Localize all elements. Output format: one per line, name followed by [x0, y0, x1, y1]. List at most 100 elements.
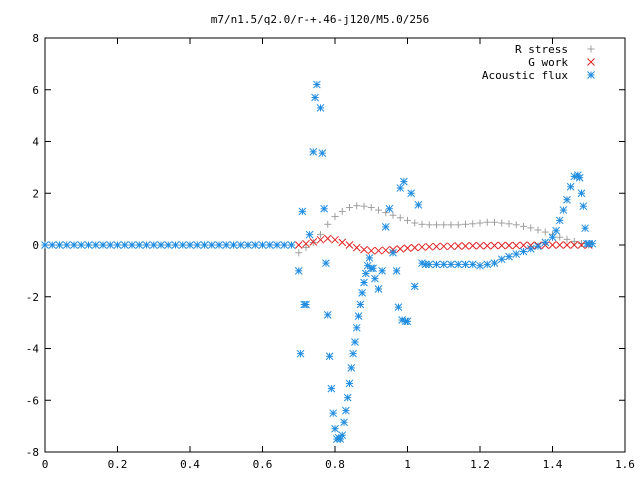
data-point — [318, 149, 327, 157]
data-point — [461, 260, 470, 269]
data-point — [403, 244, 412, 252]
data-point — [418, 220, 426, 228]
data-point — [403, 317, 412, 326]
data-point — [302, 239, 310, 248]
data-point — [374, 246, 383, 255]
data-point — [490, 259, 499, 267]
data-point — [378, 267, 386, 275]
data-point — [347, 364, 356, 372]
data-point — [296, 349, 305, 358]
data-point — [186, 241, 194, 249]
data-point — [394, 303, 403, 311]
data-point — [396, 245, 405, 253]
data-point — [579, 202, 588, 211]
data-point — [519, 241, 528, 250]
data-point — [346, 203, 353, 211]
data-point — [302, 300, 310, 309]
data-point — [375, 206, 382, 214]
data-point — [396, 184, 405, 192]
data-point — [534, 226, 542, 234]
data-point — [128, 241, 136, 249]
data-point — [512, 241, 521, 250]
data-point — [322, 259, 330, 267]
data-point — [178, 241, 187, 249]
data-point — [331, 235, 339, 244]
series-2 — [41, 80, 597, 443]
data-point — [294, 267, 303, 275]
data-point — [468, 260, 477, 269]
data-point — [356, 300, 365, 309]
x-tick-label: 0.6 — [253, 458, 273, 471]
data-point — [327, 384, 336, 393]
data-point — [476, 219, 484, 227]
data-point — [483, 241, 492, 250]
data-point — [588, 239, 597, 248]
data-point — [432, 260, 441, 269]
data-point — [483, 218, 491, 226]
data-point — [353, 202, 361, 210]
data-point — [439, 242, 448, 251]
data-point — [454, 242, 463, 250]
data-point — [548, 233, 557, 242]
data-point — [320, 204, 328, 213]
data-point — [541, 228, 549, 236]
data-point — [392, 267, 401, 275]
data-point — [476, 241, 484, 250]
data-point — [244, 241, 252, 249]
data-point — [352, 243, 361, 252]
data-point — [171, 241, 180, 249]
data-point — [497, 255, 506, 264]
data-point — [236, 241, 245, 249]
legend-marker — [587, 58, 595, 66]
x-tick-label: 1.6 — [615, 458, 635, 471]
data-point — [505, 241, 513, 250]
data-point — [342, 406, 350, 415]
data-point — [338, 431, 347, 440]
data-point — [193, 241, 202, 249]
series-0 — [295, 202, 593, 257]
data-point — [360, 278, 368, 287]
data-point — [563, 241, 571, 249]
data-point — [91, 241, 100, 249]
data-point — [354, 312, 363, 321]
axes: 0 0.2 0.4 0.6 0.8 1 1.2 1.4 1.6 -8 -6 -4 -2 0 2 4 6 8 — [26, 32, 635, 471]
data-point — [381, 246, 390, 255]
data-point — [207, 241, 216, 249]
data-point — [313, 80, 321, 89]
data-point — [512, 250, 521, 258]
data-point — [309, 238, 318, 246]
data-point — [425, 260, 434, 269]
data-point — [534, 242, 542, 251]
data-point — [575, 173, 584, 182]
data-point — [323, 234, 332, 243]
data-point — [490, 241, 499, 250]
data-point — [55, 241, 64, 249]
data-point — [385, 204, 394, 213]
data-point — [425, 221, 433, 229]
data-point — [563, 195, 571, 204]
data-point — [106, 241, 115, 249]
data-point — [323, 311, 332, 319]
data-point — [345, 241, 354, 249]
data-point — [559, 206, 568, 214]
data-point — [447, 242, 455, 251]
y-tick-label: 6 — [32, 84, 39, 97]
data-point — [432, 242, 441, 251]
data-point — [570, 241, 579, 249]
series-1 — [294, 234, 593, 255]
data-point — [295, 249, 303, 257]
data-point — [566, 182, 575, 191]
data-point — [265, 241, 274, 249]
data-point — [497, 241, 506, 250]
data-point — [556, 233, 564, 241]
data-point — [280, 241, 289, 249]
data-point — [447, 221, 455, 229]
y-tick-label: 2 — [32, 187, 39, 200]
data-point — [77, 241, 86, 249]
data-point — [41, 241, 49, 249]
x-tick-label: 1 — [404, 458, 411, 471]
data-point — [113, 241, 122, 249]
data-point — [476, 261, 484, 270]
data-point — [498, 219, 506, 227]
data-point — [331, 424, 339, 433]
